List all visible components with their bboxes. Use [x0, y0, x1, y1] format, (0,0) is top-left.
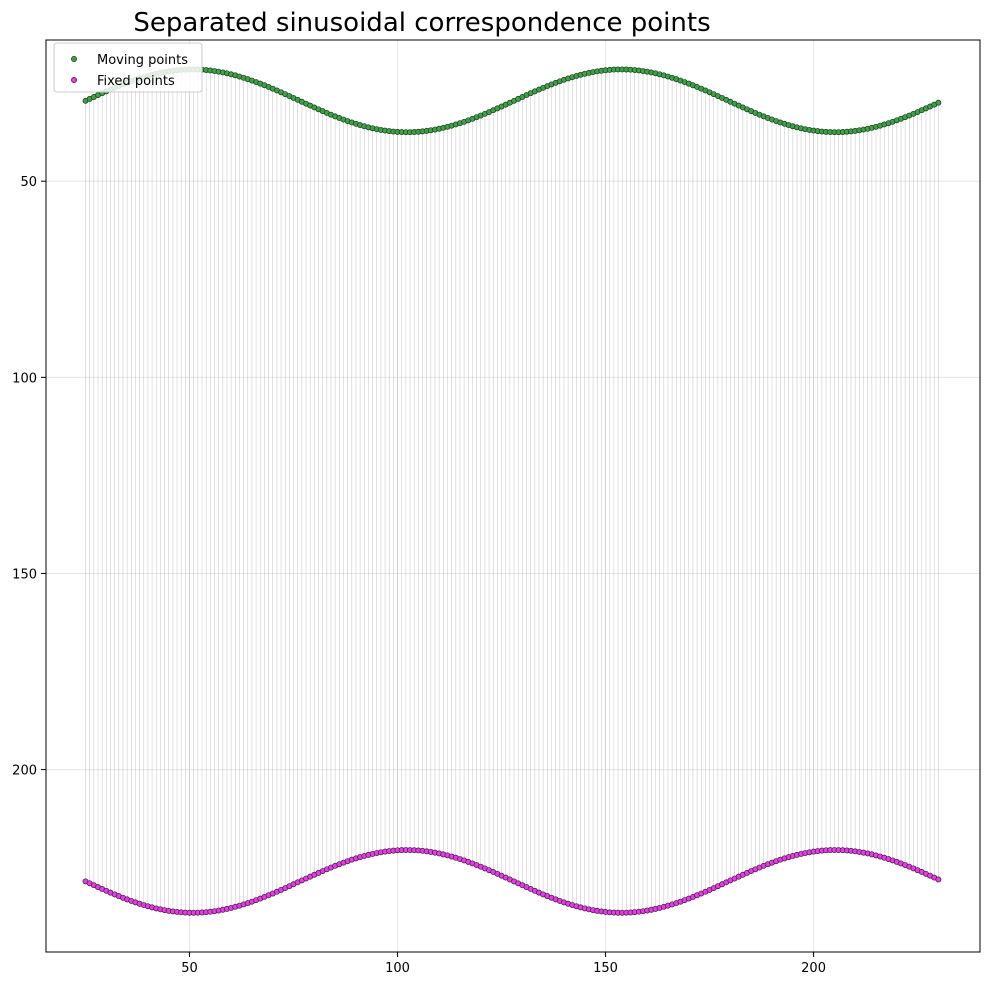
legend-box	[53, 42, 203, 93]
legend-marker-moving	[71, 56, 77, 62]
y-tick-label: 150	[12, 567, 37, 582]
x-tick-label: 200	[801, 961, 826, 976]
x-tick-label: 100	[385, 961, 410, 976]
legend-label-fixed: Fixed points	[97, 74, 175, 89]
legend-marker-fixed	[71, 77, 77, 83]
legend: Moving points Fixed points	[53, 42, 203, 93]
y-tick-label: 50	[20, 175, 37, 190]
y-tick-label: 100	[12, 371, 37, 386]
chart-title: Separated sinusoidal correspondence poin…	[133, 8, 710, 38]
axis-ticks: 50 100 150 200 50 100 150 200	[12, 175, 826, 976]
plot-frame	[45, 39, 981, 953]
fixed-point	[935, 876, 942, 883]
correspondence-lines	[85, 69, 939, 913]
grid	[46, 40, 980, 952]
y-tick-label: 200	[12, 764, 37, 779]
moving-point	[935, 99, 942, 106]
legend-label-moving: Moving points	[97, 53, 188, 68]
x-tick-label: 50	[181, 961, 198, 976]
x-tick-label: 150	[593, 961, 618, 976]
data-points	[82, 66, 942, 916]
